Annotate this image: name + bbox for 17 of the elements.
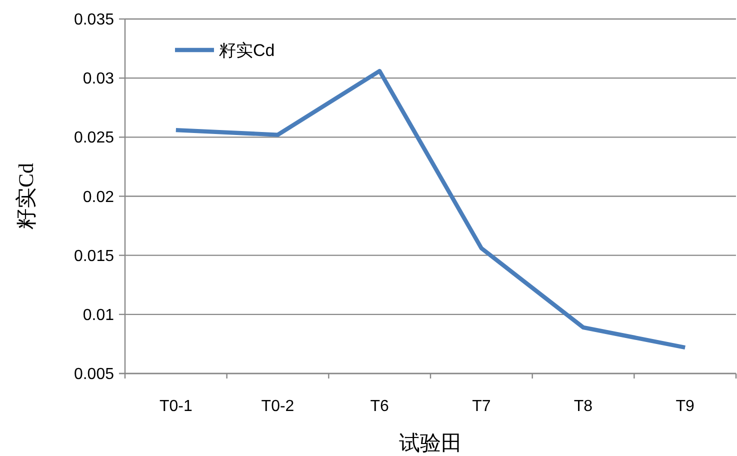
y-tick-label: 0.005 bbox=[74, 366, 114, 383]
y-tick-label: 0.03 bbox=[82, 70, 114, 88]
y-tick-label: 0.02 bbox=[82, 188, 114, 206]
x-tick-label: T6 bbox=[370, 398, 390, 415]
x-tick-label: T0-2 bbox=[261, 398, 294, 415]
x-tick-label: T0-1 bbox=[159, 398, 192, 415]
x-tick-label: T9 bbox=[676, 398, 695, 415]
x-tick-label: T8 bbox=[574, 398, 593, 415]
y-tick-label: 0.015 bbox=[74, 248, 114, 265]
x-axis-title: 试验田 bbox=[399, 431, 462, 455]
y-tick-label: 0.025 bbox=[74, 130, 114, 147]
x-tick-label: T7 bbox=[472, 398, 491, 415]
y-tick-label: 0.01 bbox=[82, 306, 114, 324]
y-axis-title: 籽实Cd bbox=[14, 162, 38, 230]
legend-label: 籽实Cd bbox=[219, 41, 275, 60]
legend: 籽实Cd bbox=[175, 41, 275, 60]
y-tick-label: 0.035 bbox=[74, 12, 114, 28]
